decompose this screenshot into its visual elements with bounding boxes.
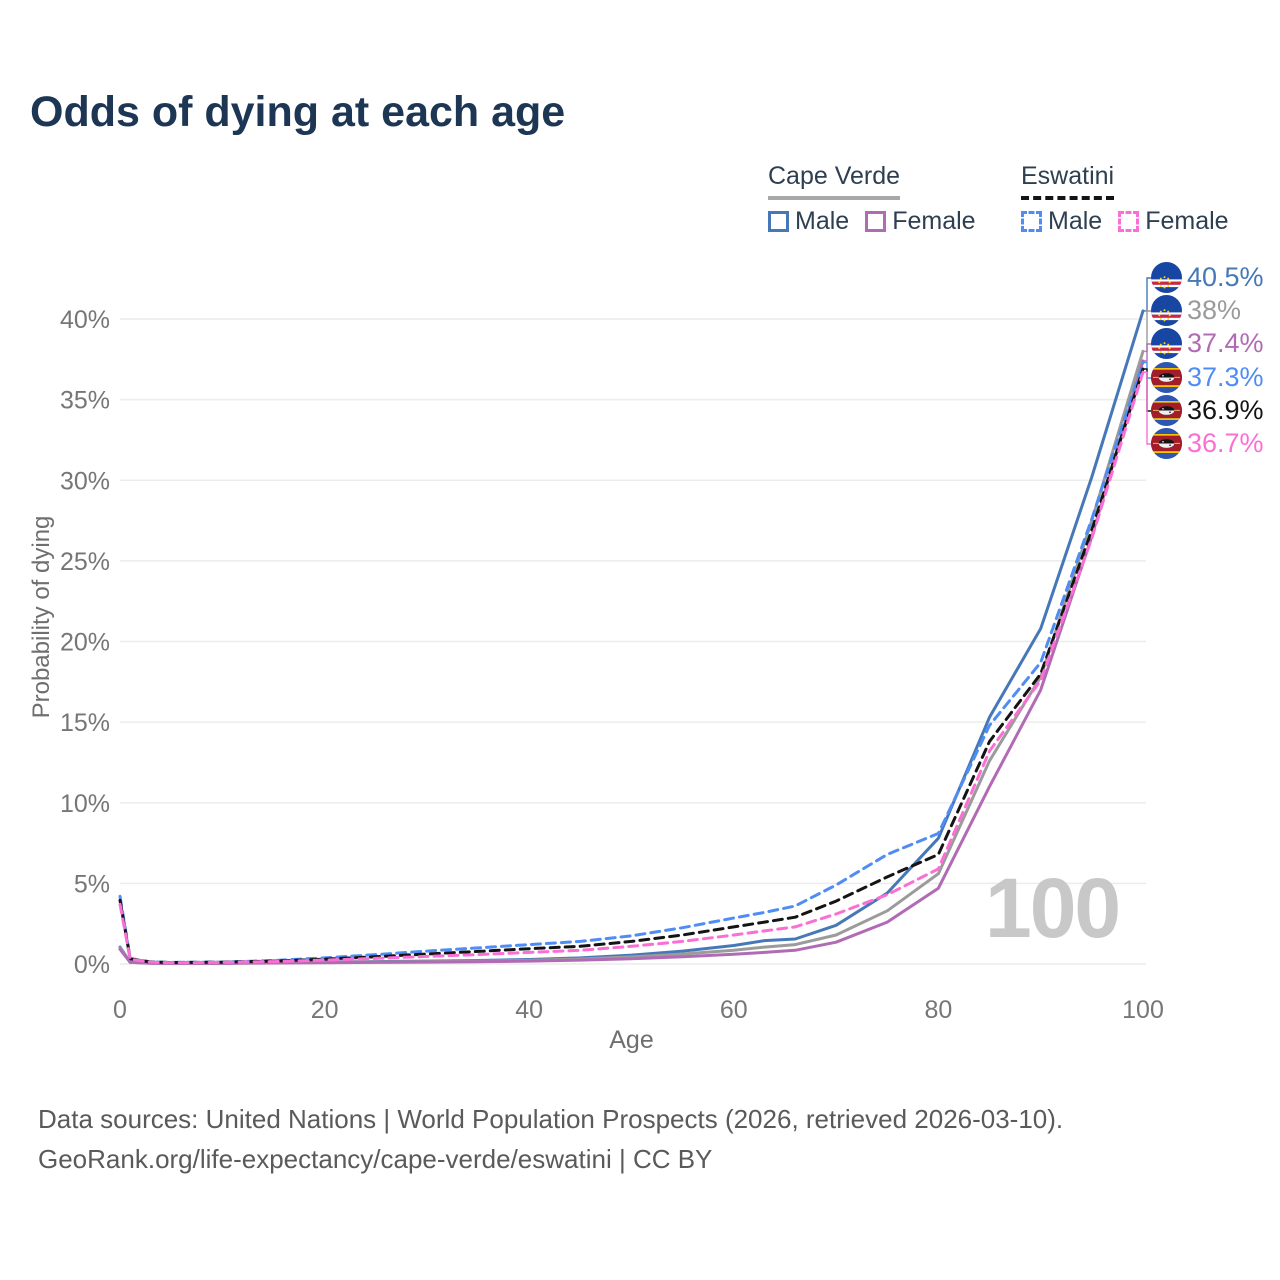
eswatini-flag-icon <box>1151 362 1182 393</box>
x-tick-label: 0 <box>113 996 127 1024</box>
mortality-line-chart: 0% 5% 10% 15% 20% 25% 30% 35% 40% 0 20 40 60 80 100 <box>60 277 1164 1024</box>
y-tick-label: 25% <box>60 548 110 576</box>
attribution-link-text: GeoRank.org/life-expectancy/cape-verde/e… <box>38 1144 713 1174</box>
page-title: Odds of dying at each age <box>30 88 566 136</box>
leader-line <box>1144 277 1151 312</box>
gridlines <box>120 318 1146 965</box>
end-label-cape-verde-female: 37.4% <box>1151 328 1264 359</box>
y-axis-tick-labels: 0% 5% 10% 15% 20% 25% 30% 35% 40% <box>60 306 110 979</box>
y-tick-label: 35% <box>60 387 110 415</box>
legend-item-eswatini-female[interactable]: Female <box>1118 207 1244 236</box>
leader-line <box>1144 310 1151 352</box>
cape-verde-flag-icon <box>1151 328 1182 359</box>
cape-verde-flag-icon <box>1151 295 1182 326</box>
x-axis-tick-labels: 0 20 40 60 80 100 <box>113 996 1164 1024</box>
leader-line <box>1144 343 1151 362</box>
end-label-eswatini-female: 36.7% <box>1151 428 1264 459</box>
end-label-eswatini-total: 36.9% <box>1151 395 1264 426</box>
end-label-eswatini-male: 37.3% <box>1151 362 1264 393</box>
y-tick-label: 20% <box>60 629 110 657</box>
leader-line <box>1144 371 1151 445</box>
y-tick-label: 5% <box>74 870 110 898</box>
series-line-eswatini-female[interactable] <box>118 370 1145 965</box>
x-tick-label: 80 <box>924 996 952 1024</box>
data-sources-text: Data sources: United Nations | World Pop… <box>38 1104 1064 1134</box>
y-tick-label: 0% <box>74 951 110 979</box>
legend-item-label: Female <box>1145 207 1229 235</box>
end-label-leader-lines <box>1144 277 1151 445</box>
legend-item-cape-verde-female[interactable]: Female <box>865 207 991 236</box>
x-tick-label: 40 <box>515 996 543 1024</box>
end-label-value: 40.5% <box>1187 262 1264 292</box>
end-label-cape-verde-male: 40.5% <box>1151 262 1264 293</box>
legend-group-cape-verde: Cape Verde Male Female <box>768 162 992 236</box>
legend-country-eswatini: Eswatini <box>1021 162 1115 200</box>
y-tick-label: 30% <box>60 467 110 495</box>
y-axis-title: Probability of dying <box>28 515 55 719</box>
legend-item-label: Male <box>1048 207 1103 235</box>
end-label-value: 37.3% <box>1187 362 1264 392</box>
y-tick-label: 10% <box>60 790 110 818</box>
end-label-cape-verde-total: 38% <box>1151 295 1241 326</box>
legend-item-label: Female <box>892 207 976 235</box>
series-lines <box>118 309 1145 965</box>
cape-verde-flag-icon <box>1151 262 1182 293</box>
x-tick-label: 60 <box>720 996 748 1024</box>
x-tick-label: 20 <box>311 996 339 1024</box>
y-tick-label: 15% <box>60 709 110 737</box>
legend-item-label: Male <box>795 207 850 235</box>
end-label-value: 38% <box>1187 295 1242 325</box>
solid-line-swatch-icon <box>768 211 789 232</box>
eswatini-flag-icon <box>1151 428 1182 459</box>
end-label-value: 37.4% <box>1187 328 1264 358</box>
age-watermark: 100 <box>985 861 1121 955</box>
x-axis-title: Age <box>609 1026 654 1054</box>
legend-item-eswatini-male[interactable]: Male <box>1021 207 1118 236</box>
dashed-line-swatch-icon <box>1118 211 1140 232</box>
legend-item-cape-verde-male[interactable]: Male <box>768 207 865 236</box>
legend-group-eswatini: Eswatini Male Female <box>1021 162 1245 236</box>
y-tick-label: 40% <box>60 306 110 334</box>
solid-line-swatch-icon <box>865 211 887 232</box>
end-label-value: 36.7% <box>1187 428 1264 458</box>
eswatini-flag-icon <box>1151 395 1182 426</box>
x-tick-label: 100 <box>1122 996 1164 1024</box>
end-label-value: 36.9% <box>1187 395 1264 425</box>
dashed-line-swatch-icon <box>1021 211 1042 232</box>
series-line-eswatini-male[interactable] <box>118 361 1145 964</box>
legend-country-cape-verde: Cape Verde <box>768 162 901 200</box>
